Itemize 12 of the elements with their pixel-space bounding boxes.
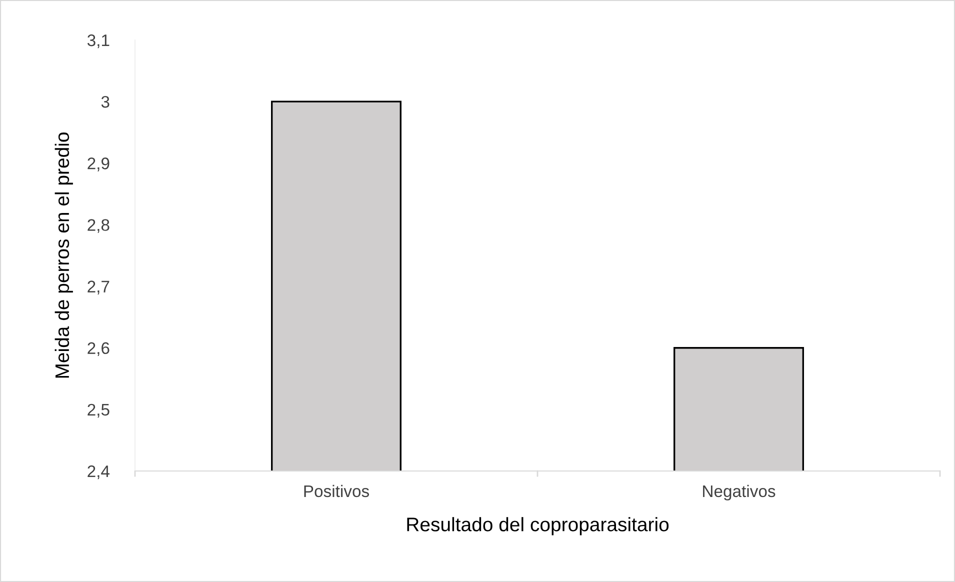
y-tick-label: 2,8 xyxy=(88,219,110,233)
y-tick-label: 3 xyxy=(101,96,110,108)
y-tick-label: 3,1 xyxy=(87,34,110,48)
y-tick-label: 2,7 xyxy=(88,280,110,294)
y-tick-label: 2,5 xyxy=(88,404,110,418)
y-tick-label: 2,6 xyxy=(88,342,110,356)
y-tick-label: 2,4 xyxy=(88,465,110,480)
y-tick-label: 2,9 xyxy=(88,158,110,172)
y-axis-title: Meida de perros en el predio xyxy=(54,132,73,378)
x-axis-title: Resultado del coproparasitario xyxy=(407,517,669,536)
x-tick-label: Negativos xyxy=(703,484,776,500)
x-tick-label: Positivos xyxy=(304,484,369,498)
